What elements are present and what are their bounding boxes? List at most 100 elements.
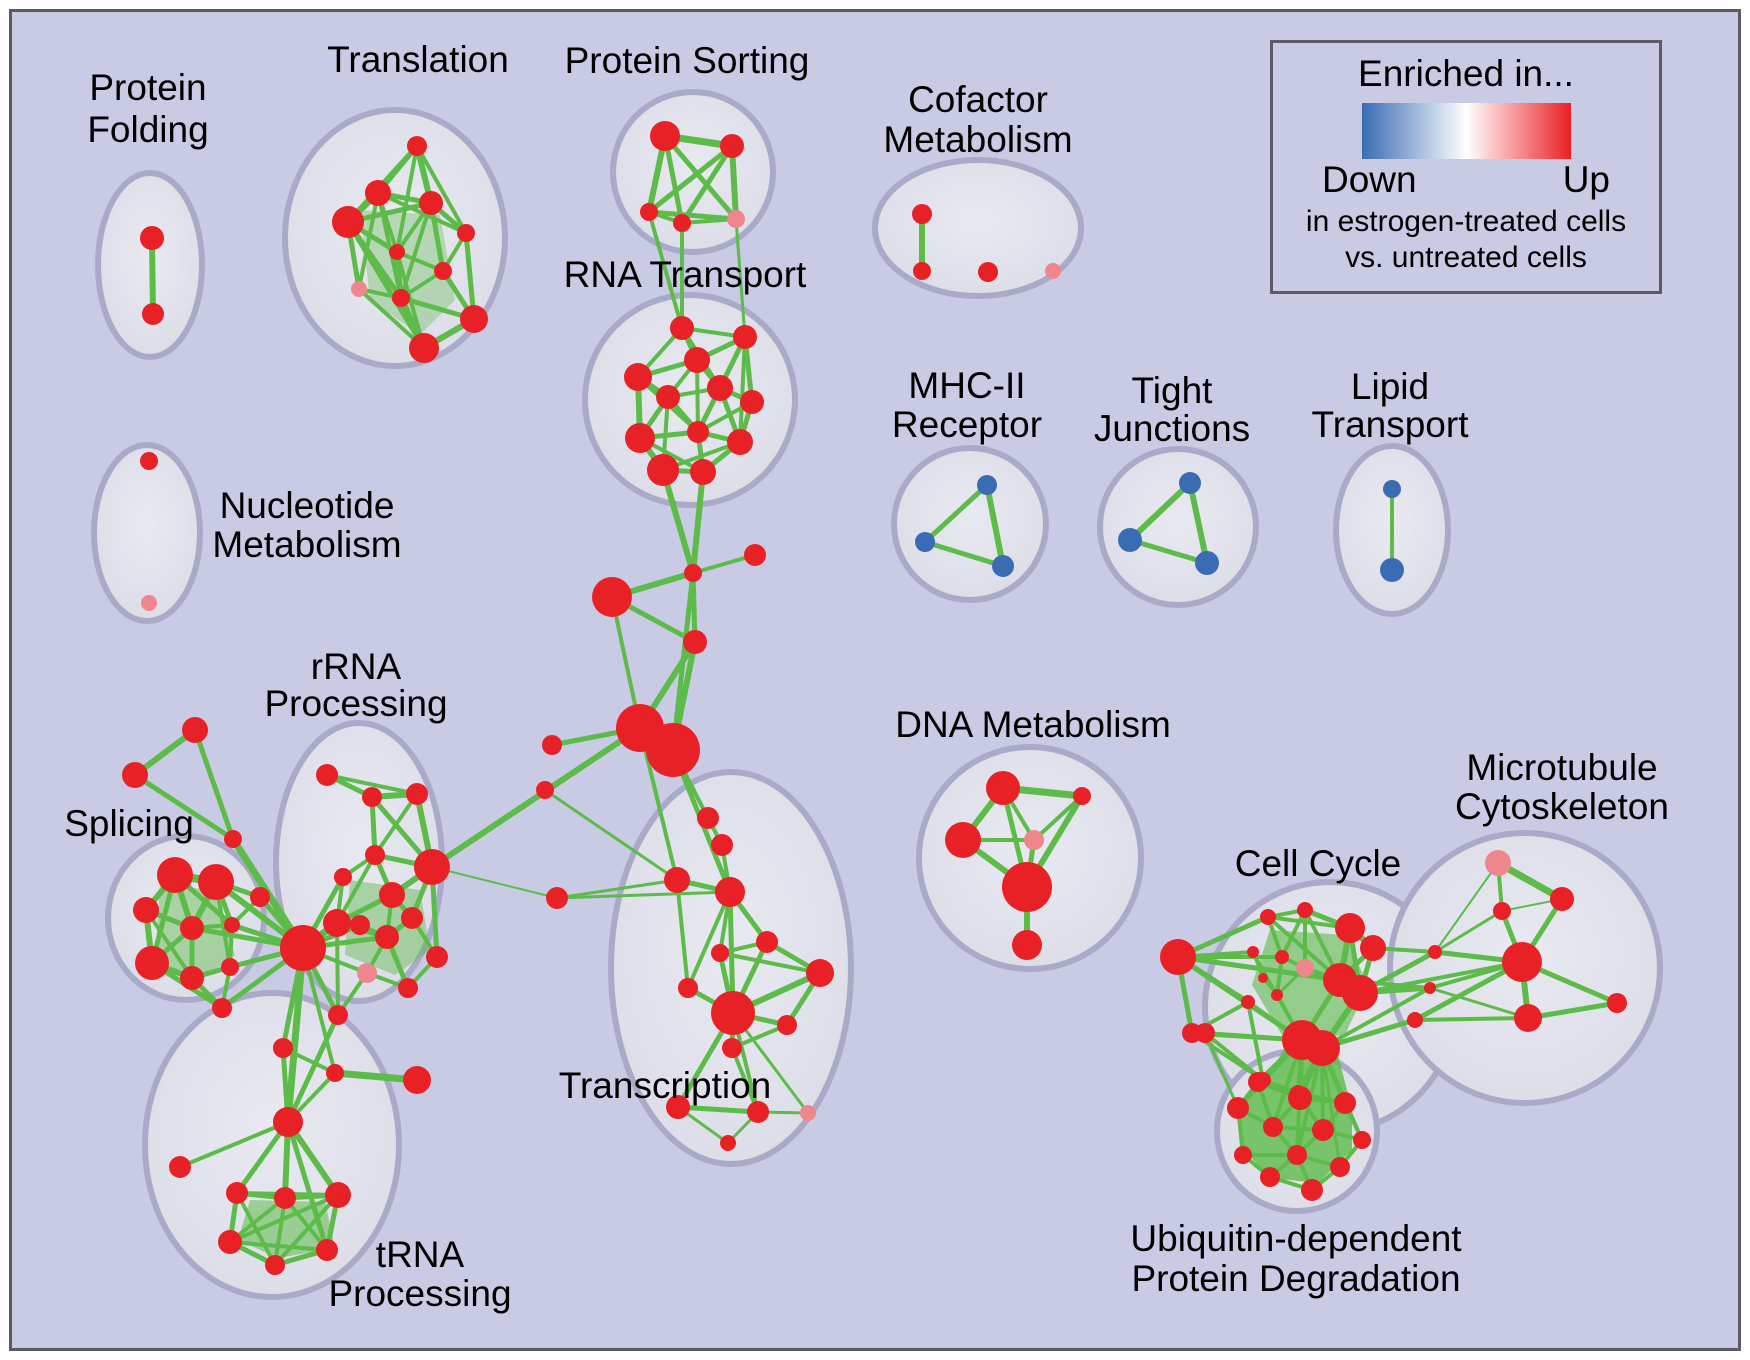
- node-CF1[interactable]: [912, 204, 932, 224]
- node-TRd[interactable]: [715, 877, 745, 907]
- node-CF4[interactable]: [1045, 263, 1061, 279]
- node-RT2[interactable]: [733, 325, 757, 349]
- node-MTH[interactable]: [1502, 942, 1542, 982]
- node-PF1[interactable]: [140, 226, 164, 250]
- node-C10[interactable]: [1271, 989, 1283, 1001]
- node-TJ2[interactable]: [1118, 528, 1142, 552]
- node-J3[interactable]: [592, 577, 632, 617]
- node-TRl[interactable]: [666, 1095, 690, 1119]
- node-N2[interactable]: [141, 595, 157, 611]
- node-CP[interactable]: [1296, 959, 1314, 977]
- node-N1[interactable]: [140, 452, 158, 470]
- node-U10[interactable]: [1330, 1157, 1350, 1177]
- node-RT1[interactable]: [670, 316, 694, 340]
- node-U12[interactable]: [1301, 1179, 1323, 1201]
- node-PS4[interactable]: [673, 214, 691, 232]
- node-RT5[interactable]: [656, 385, 680, 409]
- node-HC[interactable]: [280, 925, 326, 971]
- node-M2[interactable]: [915, 532, 935, 552]
- node-U7[interactable]: [1353, 1131, 1371, 1149]
- node-RR7[interactable]: [323, 909, 351, 937]
- node-U1[interactable]: [1248, 1072, 1268, 1092]
- node-MTP[interactable]: [1485, 850, 1511, 876]
- node-S4[interactable]: [180, 916, 204, 940]
- node-DP[interactable]: [1024, 830, 1044, 850]
- node-H2[interactable]: [646, 723, 700, 777]
- node-L1[interactable]: [1383, 480, 1401, 498]
- node-RRP[interactable]: [357, 963, 377, 983]
- node-C3[interactable]: [1260, 909, 1276, 925]
- node-TRo[interactable]: [720, 1135, 736, 1151]
- node-RR2[interactable]: [362, 787, 382, 807]
- node-RR4[interactable]: [365, 845, 385, 865]
- node-C7[interactable]: [1247, 946, 1259, 958]
- node-D2[interactable]: [945, 822, 981, 858]
- node-TNH[interactable]: [273, 1107, 303, 1137]
- node-TRc[interactable]: [711, 834, 733, 856]
- node-TRi[interactable]: [806, 959, 834, 987]
- node-TJ1[interactable]: [1179, 472, 1201, 494]
- node-X3[interactable]: [1407, 1012, 1423, 1028]
- node-J2[interactable]: [744, 544, 766, 566]
- node-RRB[interactable]: [414, 849, 450, 885]
- node-TRI2[interactable]: [122, 762, 148, 788]
- node-RR6[interactable]: [379, 882, 405, 908]
- node-S10[interactable]: [250, 887, 270, 907]
- node-T2[interactable]: [365, 180, 391, 206]
- node-TN9[interactable]: [265, 1255, 285, 1275]
- node-RT7[interactable]: [740, 390, 764, 414]
- node-RR13[interactable]: [328, 1005, 348, 1025]
- node-T8[interactable]: [351, 281, 367, 297]
- node-S8[interactable]: [221, 958, 239, 976]
- node-PS5[interactable]: [727, 210, 745, 228]
- node-TN8[interactable]: [316, 1239, 338, 1261]
- node-RR5[interactable]: [334, 868, 352, 886]
- node-TRn[interactable]: [800, 1105, 816, 1121]
- node-MT4[interactable]: [1607, 993, 1627, 1013]
- node-T3[interactable]: [332, 206, 364, 238]
- node-PS3[interactable]: [640, 203, 658, 221]
- node-C15[interactable]: [1304, 1030, 1340, 1066]
- node-TRI1[interactable]: [182, 717, 208, 743]
- node-PF2[interactable]: [142, 303, 164, 325]
- node-L2[interactable]: [1380, 558, 1404, 582]
- node-TJ3[interactable]: [1195, 551, 1219, 575]
- node-C13[interactable]: [1342, 975, 1378, 1011]
- node-RR11[interactable]: [398, 978, 418, 998]
- node-U11[interactable]: [1260, 1167, 1280, 1187]
- node-T4[interactable]: [419, 191, 443, 215]
- node-U9[interactable]: [1287, 1145, 1307, 1165]
- node-PS1[interactable]: [650, 121, 680, 151]
- node-TNI[interactable]: [169, 1156, 191, 1178]
- node-RR1[interactable]: [316, 764, 338, 786]
- node-C8[interactable]: [1275, 950, 1289, 964]
- node-U5[interactable]: [1263, 1117, 1283, 1137]
- node-T5[interactable]: [457, 224, 475, 242]
- node-TN7[interactable]: [218, 1230, 242, 1254]
- node-D3[interactable]: [1073, 787, 1091, 805]
- node-U6[interactable]: [1312, 1119, 1334, 1141]
- node-D5[interactable]: [1012, 930, 1042, 960]
- node-TRH[interactable]: [711, 991, 755, 1035]
- node-T10[interactable]: [460, 305, 488, 333]
- node-TRk[interactable]: [722, 1038, 742, 1058]
- node-U2[interactable]: [1288, 1086, 1312, 1110]
- node-TRh[interactable]: [678, 978, 698, 998]
- node-RT9[interactable]: [625, 423, 655, 453]
- node-TRe[interactable]: [546, 887, 568, 909]
- node-SN1[interactable]: [542, 735, 562, 755]
- node-RR3[interactable]: [406, 783, 428, 805]
- node-TRI3[interactable]: [224, 830, 242, 848]
- node-TN3[interactable]: [403, 1066, 431, 1094]
- node-C6[interactable]: [1360, 935, 1386, 961]
- node-C11[interactable]: [1241, 995, 1255, 1009]
- node-RT6[interactable]: [707, 375, 733, 401]
- node-J4[interactable]: [683, 630, 707, 654]
- node-S5[interactable]: [224, 917, 240, 933]
- node-T6[interactable]: [389, 244, 405, 260]
- node-S1[interactable]: [157, 857, 193, 893]
- node-C9[interactable]: [1258, 973, 1268, 983]
- node-X1[interactable]: [1428, 945, 1442, 959]
- node-RT10[interactable]: [727, 429, 753, 455]
- node-MT1[interactable]: [1550, 887, 1574, 911]
